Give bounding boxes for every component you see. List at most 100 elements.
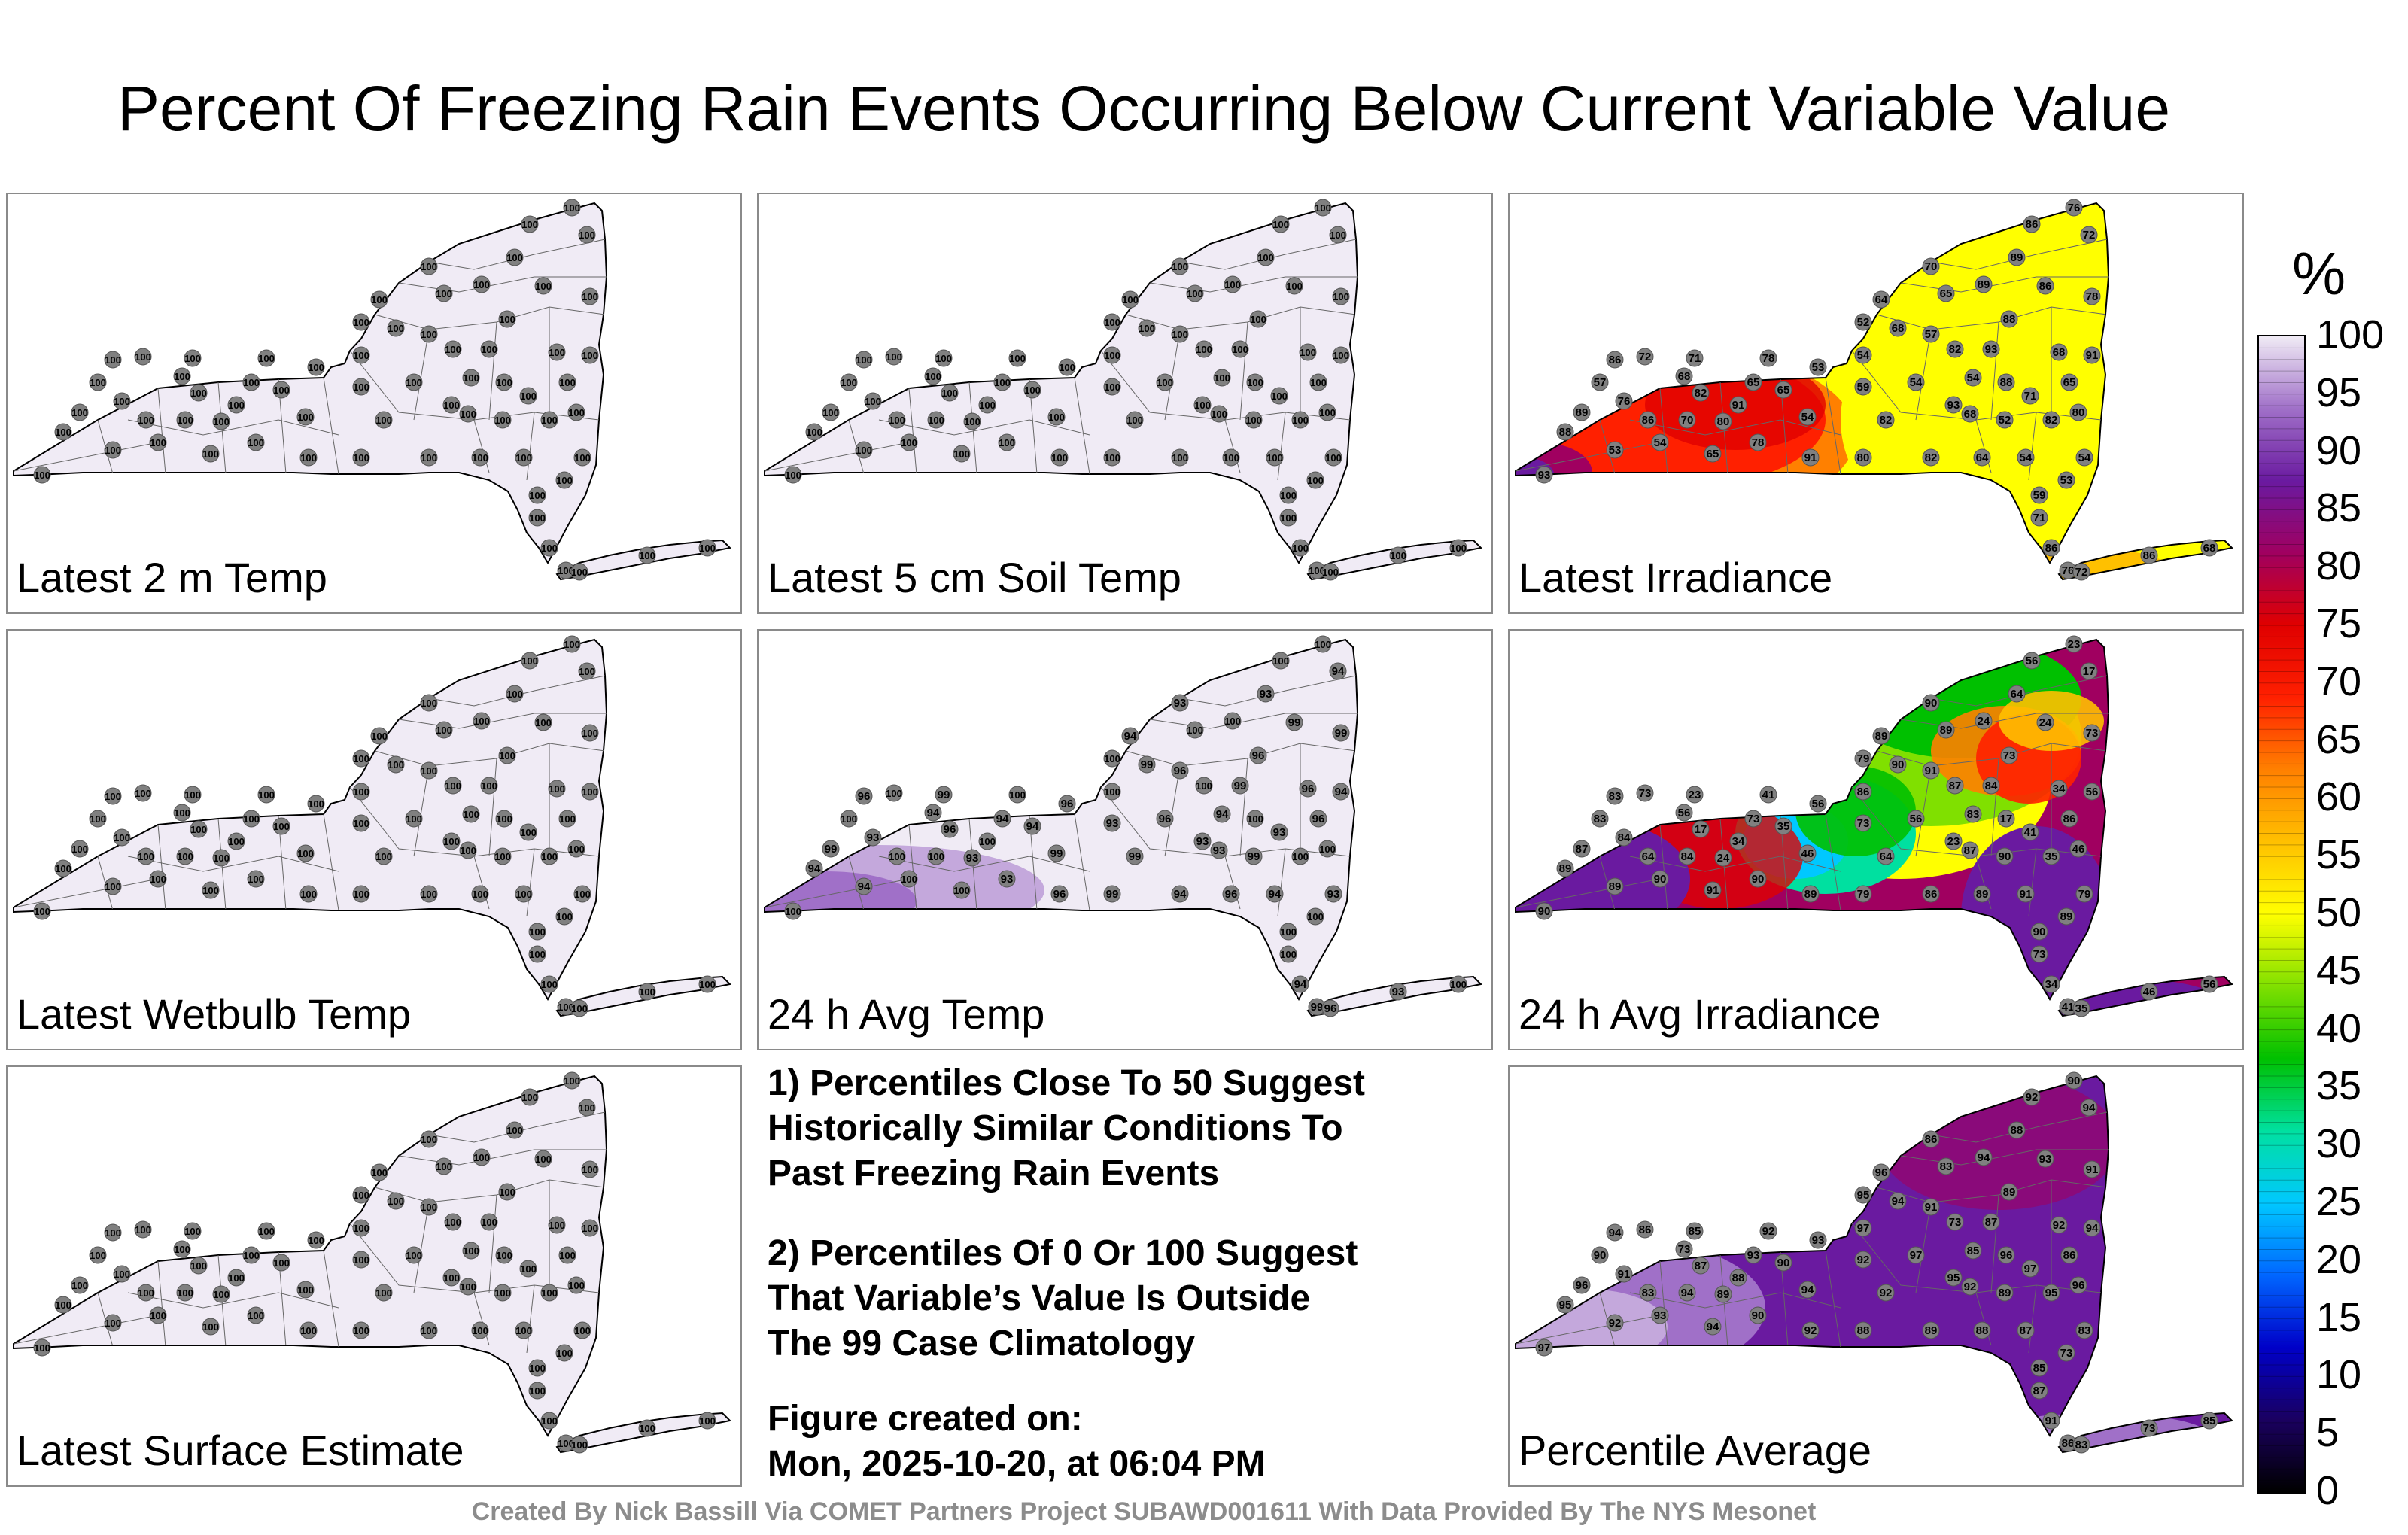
station-marker [459, 841, 477, 859]
station-value: 100 [375, 1287, 392, 1299]
station-value: 65 [1940, 287, 1953, 300]
station-marker [405, 810, 423, 828]
station-value: 100 [190, 1260, 207, 1272]
station-marker [2140, 1419, 2158, 1437]
panel-map: 1001001001001001001001001001001001001001… [764, 199, 1483, 581]
created-value: Mon, 2025-10-20, at 06:04 PM [768, 1444, 1266, 1484]
station-marker [558, 1246, 576, 1264]
station-value: 100 [34, 470, 50, 481]
station-marker [528, 923, 546, 941]
station-value: 100 [1196, 780, 1212, 792]
station-marker [1651, 433, 1669, 451]
station-value: 100 [371, 731, 388, 742]
station-marker [2030, 1359, 2048, 1377]
station-marker [33, 902, 51, 920]
station-marker [435, 284, 453, 302]
station-marker [2060, 810, 2078, 828]
county-border [127, 856, 339, 872]
station-value: 87 [1576, 843, 1589, 856]
station-value: 52 [1999, 414, 2011, 427]
station-value: 100 [1104, 317, 1120, 328]
state-outline [13, 638, 608, 1002]
station-value: 100 [243, 813, 260, 825]
station-value: 90 [1594, 1249, 1607, 1262]
colorbar-tick-label: 75 [2316, 601, 2362, 646]
figure-title: Percent Of Freezing Rain Events Occurrin… [117, 73, 2171, 144]
station-marker [1329, 662, 1347, 680]
station-marker [299, 1321, 318, 1339]
station-marker [352, 885, 370, 903]
station-marker [1279, 509, 1297, 527]
station-marker [1285, 277, 1303, 295]
station-value: 100 [421, 698, 437, 709]
station-marker [1922, 1321, 1940, 1339]
station-value: 92 [1857, 1254, 1870, 1266]
station-marker [555, 907, 573, 926]
station-value: 89 [1804, 888, 1817, 901]
station-marker [1171, 325, 1189, 343]
station-value: 17 [2083, 665, 2096, 678]
station-marker [1636, 348, 1654, 366]
map-shading [1878, 1076, 2119, 1210]
panel-label: Latest Surface Estimate [17, 1427, 464, 1474]
station-value: 86 [1925, 1133, 1938, 1146]
station-value: 100 [55, 863, 71, 874]
note-2: 2) Percentiles Of 0 Or 100 Suggest That … [768, 1231, 1475, 1366]
station-value: 73 [1857, 817, 1870, 830]
station-marker [173, 367, 191, 385]
station-marker [1309, 810, 1327, 828]
station-marker [473, 275, 491, 293]
station-marker [1714, 1285, 1732, 1303]
station-marker [534, 277, 552, 295]
station-marker [2083, 1219, 2101, 1237]
station-marker [941, 384, 959, 402]
station-value: 100 [353, 889, 369, 900]
station-marker [1714, 412, 1732, 430]
station-value: 88 [2003, 313, 2016, 326]
station-marker [1321, 999, 1339, 1017]
county-border [413, 329, 430, 421]
station-value: 71 [1689, 352, 1701, 365]
station-value: 100 [445, 1217, 461, 1228]
station-value: 100 [1059, 362, 1075, 373]
station-marker [528, 1382, 546, 1400]
station-marker [471, 885, 489, 903]
station-value: 95 [1857, 1189, 1870, 1202]
station-value: 100 [841, 377, 857, 388]
station-marker [1961, 1278, 1979, 1296]
station-value: 100 [202, 885, 219, 896]
station-marker [1997, 1246, 2015, 1264]
station-marker [521, 1088, 539, 1106]
station-marker [1937, 1157, 1955, 1175]
station-marker [1651, 1306, 1669, 1324]
station-marker [2083, 783, 2101, 801]
station-value: 34 [1732, 835, 1745, 848]
station-marker [1877, 1284, 1895, 1302]
station-value: 64 [1875, 293, 1888, 306]
station-value: 100 [353, 1325, 369, 1336]
station-value: 65 [1777, 384, 1790, 397]
station-value: 100 [699, 979, 716, 990]
station-marker [567, 840, 585, 858]
station-marker [1309, 373, 1327, 391]
station-marker [296, 844, 315, 862]
station-marker [1535, 1339, 1553, 1357]
station-marker [137, 847, 155, 865]
station-value: 64 [1642, 850, 1655, 863]
station-value: 89 [1559, 862, 1572, 875]
station-marker [2057, 907, 2075, 926]
county-border [488, 1194, 497, 1293]
state-outline [2057, 539, 2234, 581]
station-marker [173, 804, 191, 822]
station-marker [202, 1318, 220, 1336]
station-value: 93 [1196, 835, 1209, 848]
station-marker [1249, 746, 1267, 764]
station-value: 35 [2075, 1002, 2088, 1015]
figure-created: Figure created on: Mon, 2025-10-20, at 0… [768, 1397, 1475, 1487]
panel-label: Latest Wetbulb Temp [17, 990, 412, 1038]
county-border [127, 1292, 339, 1309]
station-value: 100 [558, 565, 574, 576]
station-marker [555, 471, 573, 489]
station-marker [963, 412, 981, 430]
station-value: 23 [1689, 789, 1701, 801]
